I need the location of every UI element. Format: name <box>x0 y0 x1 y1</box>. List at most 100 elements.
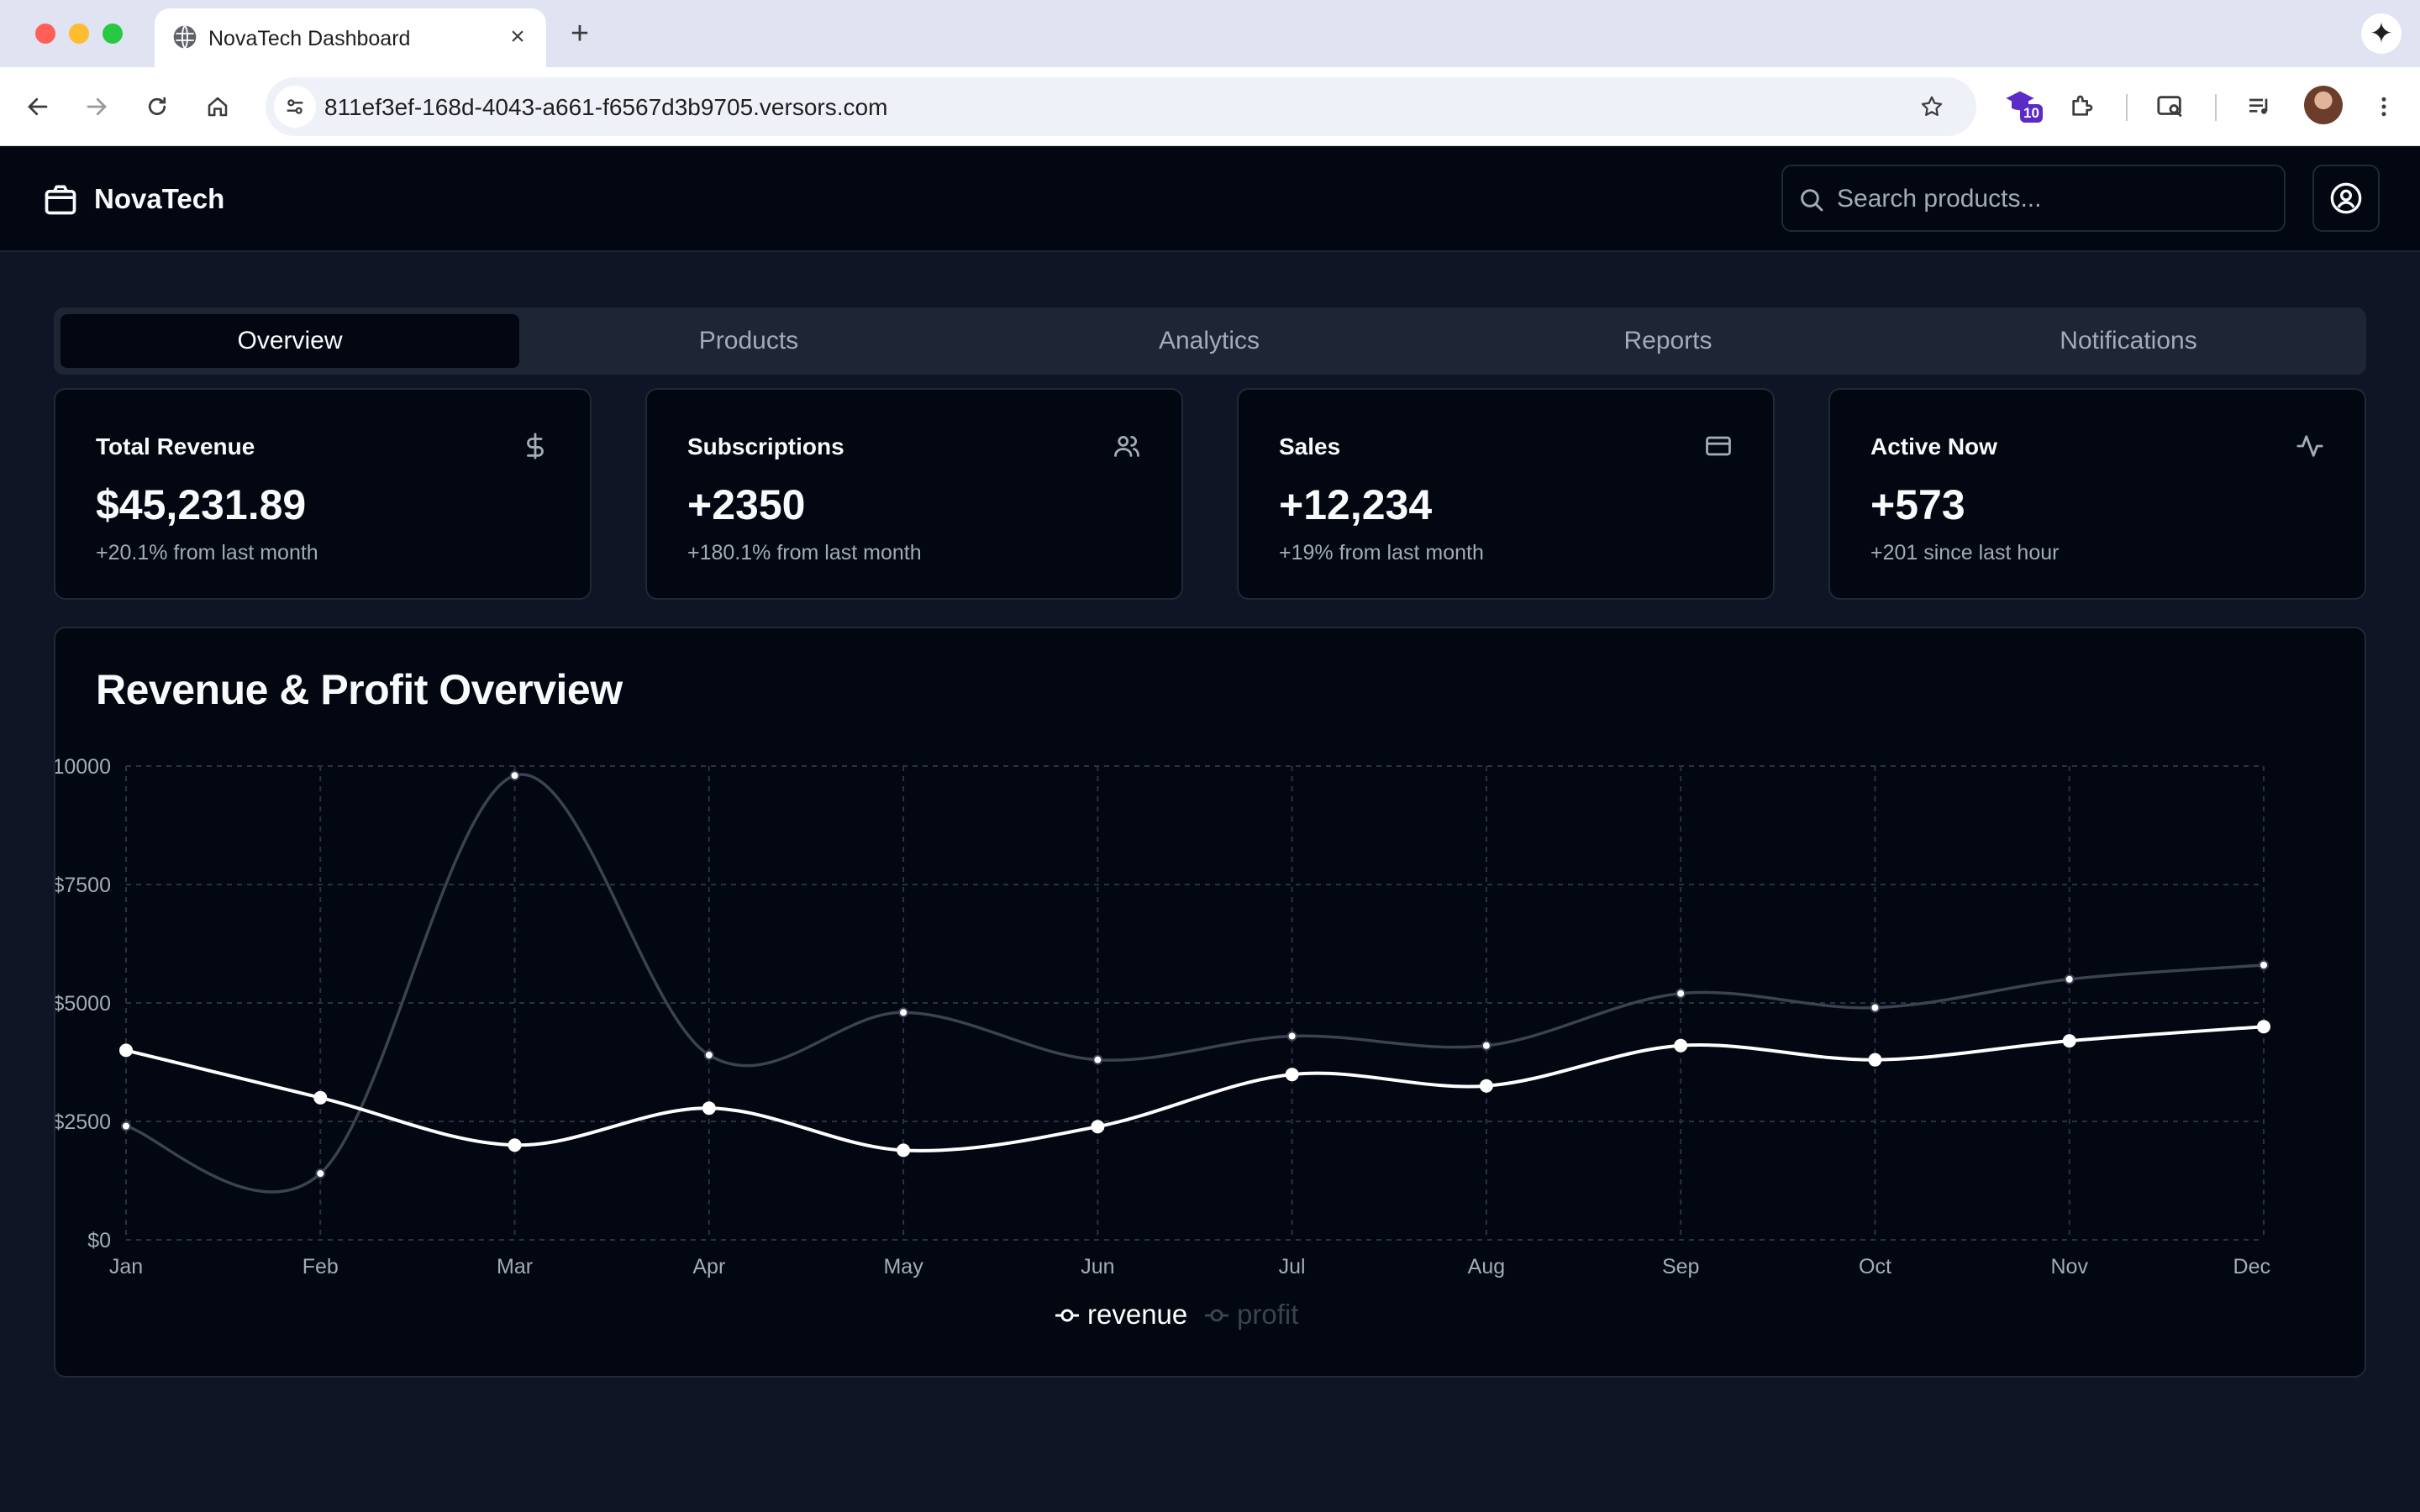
data-point-revenue <box>119 1043 133 1058</box>
browser-tab[interactable]: NovaTech Dashboard × <box>155 8 546 67</box>
new-tab-button[interactable]: + <box>570 16 590 51</box>
forward-button[interactable] <box>76 86 118 128</box>
stat-value: +2350 <box>687 481 806 528</box>
extensions-button[interactable] <box>2060 86 2102 128</box>
stat-card-sales: Sales +12,234 +19% from last month <box>1237 388 1775 600</box>
search-input[interactable] <box>1837 180 2265 218</box>
user-menu-button[interactable] <box>2312 165 2380 232</box>
bookmark-star-button[interactable] <box>1911 86 1953 128</box>
line-chart: $0 $2500 $5000 $7500 $10000 Jan Feb Mar Apr May Ju… <box>55 755 2270 1330</box>
tab-close-icon[interactable]: × <box>510 23 525 50</box>
activity-icon <box>2296 435 2323 457</box>
data-point-revenue <box>702 1101 716 1116</box>
data-point-profit <box>898 1007 909 1018</box>
y-tick-label: $5000 <box>55 992 111 1016</box>
data-point-profit <box>121 1121 131 1131</box>
tab-notifications[interactable]: Notifications <box>2060 327 2197 354</box>
arrow-left-icon <box>28 97 48 116</box>
series-line-revenue <box>125 1025 2265 1152</box>
stat-value: +573 <box>1870 481 1965 528</box>
data-point-profit <box>1676 988 1686 999</box>
series-line-profit <box>125 773 2265 1194</box>
dashboard-tabs: Overview Products Analytics Reports Noti… <box>54 307 2366 375</box>
data-point-profit <box>1286 1031 1297 1042</box>
chrome-menu-button[interactable] <box>2363 86 2405 128</box>
extension-graduation-cap-button[interactable]: 10 <box>2003 86 2050 133</box>
tab-analytics[interactable]: Analytics <box>1158 327 1260 354</box>
legend-label-profit[interactable]: profit <box>1237 1299 1298 1330</box>
media-controls-button[interactable] <box>2238 86 2281 128</box>
sparkle-icon[interactable]: ✦ <box>2361 13 2402 54</box>
data-point-profit <box>1481 1040 1491 1051</box>
stat-card-active-now: Active Now +573 +201 since last hour <box>1828 388 2366 600</box>
app-header: NovaTech <box>0 146 2420 252</box>
x-tick-label: Oct <box>1859 1255 1891 1278</box>
x-tick-label: Nov <box>2050 1255 2088 1278</box>
data-point-revenue <box>1479 1079 1493 1093</box>
back-button[interactable] <box>17 86 59 128</box>
window-minimize-button[interactable] <box>69 24 89 44</box>
more-vertical-icon <box>2381 97 2386 117</box>
tune-icon <box>287 99 303 114</box>
extension-badge-count: 10 <box>2020 104 2043 123</box>
browser-tab-title: NovaTech Dashboard <box>208 27 411 50</box>
y-tick-label: $7500 <box>55 874 111 897</box>
legend-marker-dot-profit <box>1210 1309 1223 1322</box>
stat-title: Subscriptions <box>687 433 844 459</box>
credit-card-icon <box>1706 436 1731 456</box>
site-info-button[interactable] <box>274 86 316 128</box>
x-tick-label: Jul <box>1279 1255 1306 1278</box>
data-point-profit <box>1870 1002 1881 1013</box>
address-bar[interactable]: 811ef3ef-168d-4043-a661-f6567d3b9705.ver… <box>266 77 1976 136</box>
home-button[interactable] <box>197 86 239 128</box>
arrow-right-icon <box>87 97 107 116</box>
data-point-profit <box>703 1050 714 1061</box>
users-icon <box>1114 435 1139 457</box>
tab-reports[interactable]: Reports <box>1623 327 1712 354</box>
stat-change: +20.1% from last month <box>96 541 318 564</box>
x-tick-label: Jan <box>109 1255 143 1278</box>
stat-value: $45,231.89 <box>96 481 307 528</box>
puzzle-icon <box>2072 95 2093 116</box>
stat-value: +12,234 <box>1279 481 1433 528</box>
data-point-profit <box>509 770 520 781</box>
data-point-revenue <box>1091 1120 1105 1134</box>
profile-avatar[interactable] <box>2304 86 2343 124</box>
brand-name: NovaTech <box>94 183 225 214</box>
y-tick-label: $0 <box>87 1229 111 1252</box>
stat-change: +201 since last hour <box>1870 541 2060 564</box>
data-point-revenue <box>1285 1068 1299 1082</box>
y-tick-label: $10000 <box>55 755 111 779</box>
tab-search-button[interactable] <box>2149 86 2191 128</box>
dashboard-app: NovaTech Overview Products Analytics Rep… <box>0 146 2420 1512</box>
x-tick-label: Apr <box>692 1255 725 1278</box>
dollar-icon <box>527 433 544 459</box>
stat-title: Sales <box>1279 433 1341 459</box>
stat-change: +19% from last month <box>1279 541 1484 564</box>
data-point-revenue <box>2257 1020 2270 1034</box>
x-tick-label: Mar <box>497 1255 533 1278</box>
data-point-revenue <box>2062 1034 2076 1048</box>
toolbar-divider <box>2215 94 2217 121</box>
data-point-revenue <box>1674 1038 1688 1053</box>
data-point-revenue <box>508 1138 522 1152</box>
tab-overview[interactable]: Overview <box>60 314 519 368</box>
window-maximize-button[interactable] <box>103 24 123 44</box>
tab-products[interactable]: Products <box>698 327 799 354</box>
reload-button[interactable] <box>136 86 178 128</box>
toolbar-divider <box>2126 94 2128 121</box>
x-tick-label: Feb <box>302 1255 339 1278</box>
legend-label-revenue[interactable]: revenue <box>1087 1299 1187 1330</box>
search-box[interactable] <box>1781 165 2286 232</box>
window-search-icon <box>2157 96 2182 118</box>
legend-marker-dot-revenue <box>1060 1309 1074 1322</box>
stat-title: Total Revenue <box>96 433 255 459</box>
stat-card-total-revenue: Total Revenue $45,231.89 +20.1% from las… <box>54 388 592 600</box>
x-tick-label: Dec <box>2233 1255 2270 1278</box>
window-close-button[interactable] <box>35 24 55 44</box>
data-point-profit <box>315 1168 326 1179</box>
url-text: 811ef3ef-168d-4043-a661-f6567d3b9705.ver… <box>324 94 888 120</box>
stat-change: +180.1% from last month <box>687 541 922 564</box>
data-point-revenue <box>313 1090 328 1105</box>
x-tick-label: Sep <box>1662 1255 1699 1278</box>
